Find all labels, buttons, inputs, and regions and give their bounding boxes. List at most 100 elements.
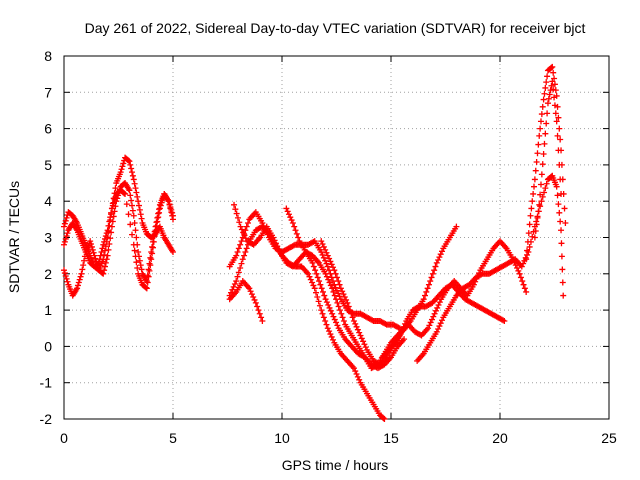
data-point bbox=[425, 325, 432, 332]
x-tick-label: 25 bbox=[601, 430, 617, 446]
y-tick-label: 5 bbox=[44, 157, 52, 173]
data-point bbox=[335, 303, 342, 310]
data-point bbox=[537, 181, 544, 188]
data-point bbox=[424, 285, 431, 292]
data-point bbox=[328, 274, 335, 281]
data-point bbox=[524, 247, 531, 254]
data-point bbox=[138, 215, 145, 222]
series-track-d bbox=[226, 209, 403, 332]
data-point bbox=[318, 307, 325, 314]
data-point bbox=[356, 376, 363, 383]
data-point bbox=[135, 198, 142, 205]
data-point bbox=[425, 281, 432, 288]
data-point bbox=[156, 209, 163, 216]
data-point bbox=[246, 285, 253, 292]
data-point bbox=[80, 262, 87, 269]
data-point bbox=[538, 111, 545, 118]
data-point bbox=[540, 96, 547, 103]
data-point bbox=[254, 303, 261, 310]
data-point bbox=[335, 290, 342, 297]
data-point bbox=[535, 141, 542, 148]
data-point bbox=[136, 206, 143, 213]
data-point bbox=[333, 319, 340, 326]
data-point bbox=[324, 252, 331, 259]
data-point bbox=[339, 288, 346, 295]
data-point bbox=[520, 281, 527, 288]
data-point bbox=[520, 260, 527, 267]
data-point bbox=[340, 317, 347, 324]
data-point bbox=[275, 246, 282, 253]
data-point bbox=[256, 310, 263, 317]
data-point bbox=[436, 323, 443, 330]
data-point bbox=[62, 272, 69, 279]
data-point bbox=[237, 241, 244, 248]
data-point bbox=[531, 183, 538, 190]
data-point bbox=[127, 221, 134, 228]
data-point bbox=[554, 132, 561, 139]
data-point bbox=[134, 193, 141, 200]
series-track-j bbox=[379, 238, 530, 361]
data-point bbox=[137, 211, 144, 218]
data-point bbox=[270, 234, 277, 241]
data-point bbox=[233, 210, 240, 217]
data-point bbox=[240, 229, 247, 236]
data-point bbox=[314, 294, 321, 301]
data-point bbox=[401, 336, 408, 343]
data-point bbox=[331, 316, 338, 323]
data-point bbox=[521, 285, 528, 292]
data-point bbox=[322, 317, 329, 324]
data-point bbox=[323, 249, 330, 256]
data-point bbox=[327, 282, 334, 289]
data-point bbox=[360, 338, 367, 345]
data-point bbox=[315, 298, 322, 305]
data-point bbox=[523, 288, 530, 295]
data-point bbox=[552, 110, 559, 117]
data-point bbox=[439, 248, 446, 255]
data-point bbox=[395, 324, 402, 331]
data-point bbox=[553, 118, 560, 125]
data-point bbox=[321, 292, 328, 299]
y-tick-label: 3 bbox=[44, 230, 52, 246]
data-point bbox=[112, 193, 119, 200]
data-point bbox=[110, 213, 117, 220]
data-point bbox=[74, 285, 81, 292]
data-point bbox=[336, 293, 343, 300]
data-point bbox=[108, 229, 115, 236]
data-point bbox=[334, 299, 341, 306]
data-point bbox=[126, 158, 133, 165]
data-point bbox=[236, 219, 243, 226]
data-point bbox=[229, 286, 236, 293]
data-point bbox=[528, 205, 535, 212]
data-point bbox=[380, 415, 387, 422]
data-point bbox=[330, 336, 337, 343]
data-point bbox=[107, 235, 114, 242]
data-point bbox=[132, 185, 139, 192]
data-point bbox=[538, 198, 545, 205]
data-point bbox=[243, 245, 250, 252]
data-point bbox=[295, 234, 302, 241]
data-point bbox=[255, 307, 262, 314]
data-point bbox=[323, 321, 330, 328]
data-point bbox=[325, 276, 332, 283]
data-point bbox=[90, 249, 97, 256]
data-point bbox=[339, 314, 346, 321]
data-point bbox=[247, 288, 254, 295]
data-point bbox=[340, 291, 347, 298]
data-point bbox=[432, 263, 439, 270]
data-point bbox=[101, 267, 108, 274]
data-point bbox=[125, 211, 132, 218]
data-point bbox=[553, 183, 560, 190]
data-point bbox=[544, 100, 551, 107]
data-point bbox=[62, 217, 69, 224]
data-point bbox=[435, 325, 442, 332]
series-track-m bbox=[531, 78, 565, 241]
data-point bbox=[127, 161, 134, 168]
data-point bbox=[91, 252, 98, 259]
data-point bbox=[536, 201, 543, 208]
data-point bbox=[329, 285, 336, 292]
data-point bbox=[320, 254, 327, 261]
data-point bbox=[98, 249, 105, 256]
data-point bbox=[243, 223, 250, 230]
data-point bbox=[439, 317, 446, 324]
data-point bbox=[88, 243, 95, 250]
